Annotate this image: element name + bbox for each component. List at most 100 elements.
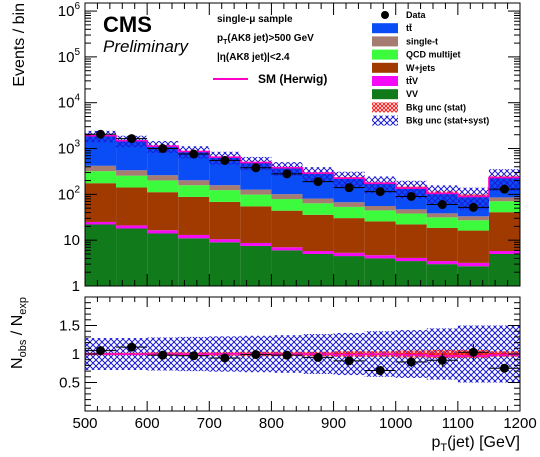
legend-label-ttv: tt̄V xyxy=(406,76,418,86)
bar-wjets xyxy=(271,210,303,248)
data-point xyxy=(437,200,447,210)
y-tick-label: 1 xyxy=(72,278,80,295)
unc-syst-band xyxy=(395,180,427,199)
bar-qcd xyxy=(457,220,489,231)
bar-wjets xyxy=(302,214,334,252)
ratio-point xyxy=(437,355,447,365)
ratio-point xyxy=(468,347,478,357)
sm-legend-label: SM (Herwig) xyxy=(258,72,327,86)
legend-swatch-unc_syst xyxy=(372,115,398,126)
legend-label-vv: VV xyxy=(406,89,418,99)
legend-swatch-ttv xyxy=(372,76,398,86)
bar-wjets xyxy=(240,206,272,243)
y-tick-label: 105 xyxy=(58,47,81,66)
bar-wjets xyxy=(457,230,489,263)
ratio-point xyxy=(406,357,416,367)
ratio-y-axis-label: Nobs / Nexp xyxy=(9,297,29,369)
bar-vv xyxy=(271,250,303,286)
upper-y-axis-label: Events / bin xyxy=(11,3,28,87)
bar-single_t xyxy=(302,198,334,204)
bar-vv xyxy=(178,238,210,286)
unc-syst-band xyxy=(457,187,489,210)
unc-syst-band xyxy=(302,167,334,182)
x-tick-label: 500 xyxy=(72,415,97,432)
data-point xyxy=(468,202,478,212)
legend-label-data: Data xyxy=(406,10,427,20)
bar-ttv xyxy=(395,257,427,262)
bar-wjets xyxy=(395,224,427,258)
ratio-point xyxy=(96,346,106,356)
legend-label-qcd: QCD multijet xyxy=(406,50,461,60)
bar-single_t xyxy=(85,165,117,172)
bar-ttv xyxy=(488,251,520,254)
bar-qcd xyxy=(333,206,365,219)
data-point xyxy=(158,144,168,154)
data-point xyxy=(251,163,261,173)
bar-vv xyxy=(457,266,489,286)
ratio-data-points xyxy=(85,342,520,376)
stacked-histogram xyxy=(85,135,520,286)
legend-swatch-wjets xyxy=(372,62,398,73)
y-tick-label: 104 xyxy=(58,93,81,112)
cms-label: CMS xyxy=(103,12,152,37)
data-point xyxy=(282,169,292,179)
bar-vv xyxy=(395,261,427,286)
bar-ttv xyxy=(364,255,396,259)
bar-ttv xyxy=(116,225,148,229)
x-tick-label: 1000 xyxy=(379,415,412,432)
bar-vv xyxy=(85,224,117,286)
data-point xyxy=(127,134,137,144)
bar-vv xyxy=(426,264,458,286)
bar-ttv xyxy=(457,262,489,267)
bar-ttv xyxy=(333,252,365,257)
ratio-point xyxy=(375,366,385,376)
ratio-point xyxy=(189,351,199,361)
unc-syst-band xyxy=(488,169,520,192)
ratio-point xyxy=(499,363,509,373)
ratio-point xyxy=(127,342,137,352)
legend-swatch-data xyxy=(381,11,389,19)
y-tick-label: 103 xyxy=(58,139,81,158)
bar-wjets xyxy=(364,221,396,256)
data-point xyxy=(189,149,199,159)
legend-swatch-ttbar xyxy=(372,23,398,34)
bar-qcd xyxy=(426,217,458,228)
bar-wjets xyxy=(426,227,458,262)
bar-single_t xyxy=(426,213,458,218)
bar-vv xyxy=(333,256,365,286)
data-point xyxy=(313,177,323,187)
bar-ttv xyxy=(147,230,179,234)
bar-ttv xyxy=(271,247,303,251)
legend-swatch-qcd xyxy=(372,49,398,60)
bar-ttv xyxy=(178,234,210,239)
data-point xyxy=(96,129,106,139)
x-axis-label: pT(jet) [GeV] xyxy=(431,434,520,454)
bar-single_t xyxy=(364,206,396,211)
legend-swatch-unc_stat xyxy=(372,102,398,113)
bar-vv xyxy=(147,233,179,286)
data-points xyxy=(85,129,520,212)
legend-swatch-single_t xyxy=(372,36,398,47)
bar-vv xyxy=(302,253,334,286)
cut-pt-label: pT(AK8 jet)>500 GeV xyxy=(217,33,314,46)
bar-single_t xyxy=(116,170,148,176)
unc-syst-band xyxy=(333,171,365,188)
x-tick-label: 800 xyxy=(259,415,284,432)
bar-wjets xyxy=(147,192,179,231)
bar-qcd xyxy=(271,199,303,211)
bar-single_t xyxy=(147,175,179,181)
legend-label-unc_syst: Bkg unc (stat+syst) xyxy=(406,116,489,126)
ratio-point xyxy=(344,356,354,366)
bar-vv xyxy=(364,258,396,286)
legend-swatch-vv xyxy=(372,89,398,100)
unc-syst-band xyxy=(364,176,396,194)
preliminary-label: Preliminary xyxy=(103,37,190,56)
bar-qcd xyxy=(240,194,272,207)
cut-eta-label: |η(AK8 jet)|<2.4 xyxy=(217,52,290,63)
bar-single_t xyxy=(271,194,303,200)
bar-single_t xyxy=(333,202,365,207)
ratio-y-axis-ticks: 0.5 1 1.5 xyxy=(59,302,520,406)
bar-qcd xyxy=(488,201,520,213)
